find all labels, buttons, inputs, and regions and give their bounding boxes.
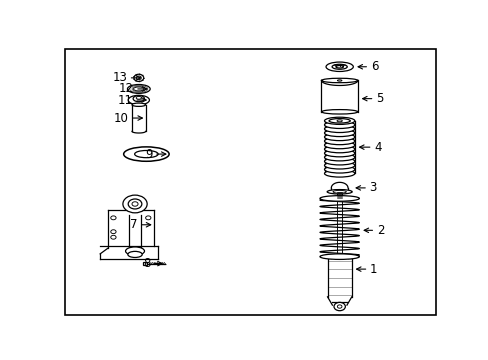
Circle shape xyxy=(122,195,147,213)
Ellipse shape xyxy=(324,117,354,125)
Ellipse shape xyxy=(127,85,150,93)
Circle shape xyxy=(111,230,116,234)
Ellipse shape xyxy=(324,150,354,157)
Text: 3: 3 xyxy=(369,181,376,194)
Ellipse shape xyxy=(324,145,354,153)
Bar xyxy=(142,262,147,265)
Ellipse shape xyxy=(123,147,169,161)
Circle shape xyxy=(111,235,116,239)
Ellipse shape xyxy=(319,196,359,201)
Text: 8: 8 xyxy=(142,257,150,270)
Circle shape xyxy=(134,74,143,81)
Circle shape xyxy=(111,216,116,220)
Ellipse shape xyxy=(127,251,142,257)
Ellipse shape xyxy=(324,125,354,132)
Ellipse shape xyxy=(324,170,354,177)
Text: 13: 13 xyxy=(112,71,127,84)
Text: 5: 5 xyxy=(375,92,383,105)
Ellipse shape xyxy=(326,190,351,194)
Ellipse shape xyxy=(324,141,354,149)
Ellipse shape xyxy=(324,134,354,141)
Ellipse shape xyxy=(328,118,349,123)
Text: 11: 11 xyxy=(118,94,132,107)
Circle shape xyxy=(128,199,142,209)
Ellipse shape xyxy=(324,138,354,145)
Ellipse shape xyxy=(321,78,357,83)
Ellipse shape xyxy=(132,103,145,107)
Ellipse shape xyxy=(324,158,354,165)
Ellipse shape xyxy=(324,121,354,129)
Ellipse shape xyxy=(335,66,343,68)
Text: 12: 12 xyxy=(118,82,133,95)
Ellipse shape xyxy=(134,150,158,158)
Text: 2: 2 xyxy=(376,224,384,237)
Ellipse shape xyxy=(133,87,144,91)
Ellipse shape xyxy=(324,154,354,161)
Ellipse shape xyxy=(324,129,354,136)
Ellipse shape xyxy=(125,247,144,255)
Circle shape xyxy=(145,216,151,220)
Text: 1: 1 xyxy=(369,262,377,276)
Text: 9: 9 xyxy=(144,148,152,161)
Ellipse shape xyxy=(325,62,353,72)
Ellipse shape xyxy=(128,95,149,105)
Circle shape xyxy=(333,302,345,311)
Ellipse shape xyxy=(332,190,346,193)
Text: 4: 4 xyxy=(373,141,381,154)
Ellipse shape xyxy=(324,166,354,173)
Ellipse shape xyxy=(319,254,359,260)
Text: 10: 10 xyxy=(114,112,129,125)
Text: 7: 7 xyxy=(129,218,137,231)
Ellipse shape xyxy=(324,162,354,169)
Ellipse shape xyxy=(133,96,144,102)
Text: 6: 6 xyxy=(370,60,378,73)
Ellipse shape xyxy=(321,109,357,114)
Ellipse shape xyxy=(331,64,346,69)
